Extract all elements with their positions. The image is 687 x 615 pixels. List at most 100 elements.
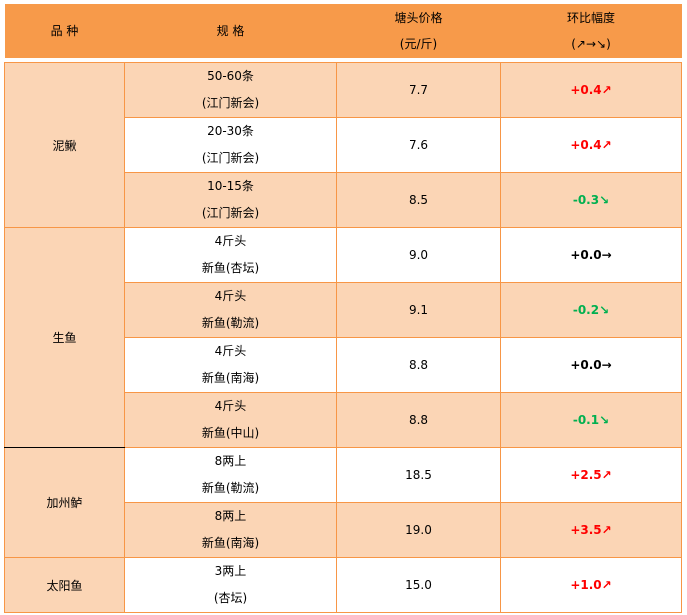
price-table: 品 种 规 格 塘头价格 (元/斤) 环比幅度 (↗→↘) 泥鳅 50-60条 (江门新… [4,4,682,613]
spec-size: 20-30条 [207,124,254,138]
header-price-label: 塘头价格 [394,11,443,25]
spec-cell: 4斤头新鱼(南海) [124,337,337,393]
header-gap [4,58,682,63]
price-table-container: 品 种 规 格 塘头价格 (元/斤) 环比幅度 (↗→↘) 泥鳅 50-60条 (江门新… [4,4,682,613]
price-cell: 7.6 [336,117,501,173]
change-cell: -0.2↘ [500,282,682,338]
table-row: 8两上新鱼(南海) 19.0 +3.5↗ [5,502,682,558]
change-value: -0.3↘ [572,193,610,207]
change-value: -0.2↘ [572,303,610,317]
variety-cell: 加州鲈 [4,447,125,558]
price-cell: 9.0 [336,227,501,283]
spec-origin: (杏坛) [213,591,248,605]
price-cell: 8.8 [336,392,501,448]
spec-size: 3两上 [214,564,247,578]
spec-origin: (江门新会) [201,206,260,220]
change-value: +0.0→ [570,358,612,372]
price-cell: 15.0 [336,557,501,613]
price-value: 7.7 [408,83,429,97]
change-value: +0.0→ [570,248,612,262]
header-spec-label: 规 格 [216,24,245,38]
spec-size: 50-60条 [207,69,254,83]
change-value: +3.5↗ [570,523,612,537]
change-cell: +0.4↗ [500,117,682,173]
change-value: +0.4↗ [570,138,612,152]
change-cell: +3.5↗ [500,502,682,558]
spec-cell: 8两上新鱼(勒流) [124,447,337,503]
price-value: 8.8 [408,413,429,427]
header-variety: 品 种 [4,4,125,58]
price-value: 9.1 [408,303,429,317]
spec-origin: 新鱼(勒流) [201,481,260,495]
variety-name: 泥鳅 [52,138,77,153]
change-value: +2.5↗ [570,468,612,482]
spec-size: 4斤头 [214,289,247,303]
change-cell: +0.4↗ [500,62,682,118]
change-cell: +1.0↗ [500,557,682,613]
price-value: 9.0 [408,248,429,262]
table-row: 太阳鱼 3两上 (杏坛) 15.0 +1.0↗ [4,557,682,613]
change-cell: +0.0→ [500,337,682,393]
header-change-label: 环比幅度 [566,11,615,25]
spec-cell: 4斤头新鱼(勒流) [124,282,337,338]
table-row: 10-15条 (江门新会) 8.5 -0.3↘ [5,172,682,228]
spec-origin: 新鱼(南海) [201,371,260,385]
header-spec: 规 格 [124,4,337,58]
spec-origin: (江门新会) [201,151,260,165]
spec-origin: 新鱼(勒流) [201,316,260,330]
spec-size: 4斤头 [214,344,247,358]
price-cell: 8.5 [336,172,501,228]
spec-origin: 新鱼(南海) [201,536,260,550]
gap-cell [4,58,682,63]
price-value: 18.5 [405,468,432,482]
table-row: 生鱼 4斤头 新鱼(杏坛) 9.0 +0.0→ [4,227,682,448]
spec-size: 4斤头 [214,234,247,248]
price-cell: 9.1 [336,282,501,338]
spec-cell: 50-60条 (江门新会) [124,62,337,118]
spec-cell: 20-30条 (江门新会) [124,117,337,173]
price-value: 15.0 [405,578,432,592]
table-row: 泥鳅 50-60条 (江门新会) 7.7 +0.4↗ [4,62,682,228]
header-change-legend: (↗→↘) [571,37,611,51]
table-row: 4斤头新鱼(中山) 8.8 -0.1↘ [5,392,682,448]
table-row: 4斤头新鱼(南海) 8.8 +0.0→ [5,337,682,393]
price-cell: 8.8 [336,337,501,393]
change-value: +1.0↗ [570,578,612,592]
price-value: 7.6 [408,138,429,152]
variety-cell: 太阳鱼 [4,557,125,613]
spec-size: 8两上 [214,454,247,468]
table-row: 4斤头新鱼(勒流) 9.1 -0.2↘ [5,282,682,338]
spec-origin: (江门新会) [201,96,260,110]
header-variety-label: 品 种 [50,24,79,38]
spec-cell: 4斤头新鱼(杏坛) [124,227,337,283]
variety-name: 生鱼 [52,331,77,345]
variety-name: 加州鲈 [46,496,83,510]
header-row: 品 种 规 格 塘头价格 (元/斤) 环比幅度 (↗→↘) [4,4,682,58]
spec-size: 8两上 [214,509,247,523]
change-cell: -0.1↘ [500,392,682,448]
spec-origin: 新鱼(杏坛) [201,261,260,275]
change-cell: +0.0→ [500,227,682,283]
spec-cell: 10-15条 (江门新会) [124,172,337,228]
price-value: 8.5 [408,193,429,207]
header-change: 环比幅度 (↗→↘) [500,4,682,58]
header-price-unit: (元/斤) [399,37,438,51]
price-cell: 19.0 [336,502,501,558]
spec-cell: 8两上新鱼(南海) [124,502,337,558]
spec-size: 10-15条 [207,179,254,193]
price-cell: 7.7 [336,62,501,118]
change-cell: -0.3↘ [500,172,682,228]
price-value: 8.8 [408,358,429,372]
spec-cell: 3两上 (杏坛) [124,557,337,613]
table-row: 20-30条 (江门新会) 7.6 +0.4↗ [5,117,682,173]
price-value: 19.0 [405,523,432,537]
price-cell: 18.5 [336,447,501,503]
change-value: -0.1↘ [572,413,610,427]
table-row: 加州鲈 8两上 新鱼(勒流) 18.5 +2.5↗ [4,447,682,558]
variety-cell: 泥鳅 [4,62,125,228]
variety-cell: 生鱼 [4,227,125,448]
spec-origin: 新鱼(中山) [201,426,260,440]
header-price: 塘头价格 (元/斤) [336,4,501,58]
change-value: +0.4↗ [570,83,612,97]
spec-size: 4斤头 [214,399,247,413]
